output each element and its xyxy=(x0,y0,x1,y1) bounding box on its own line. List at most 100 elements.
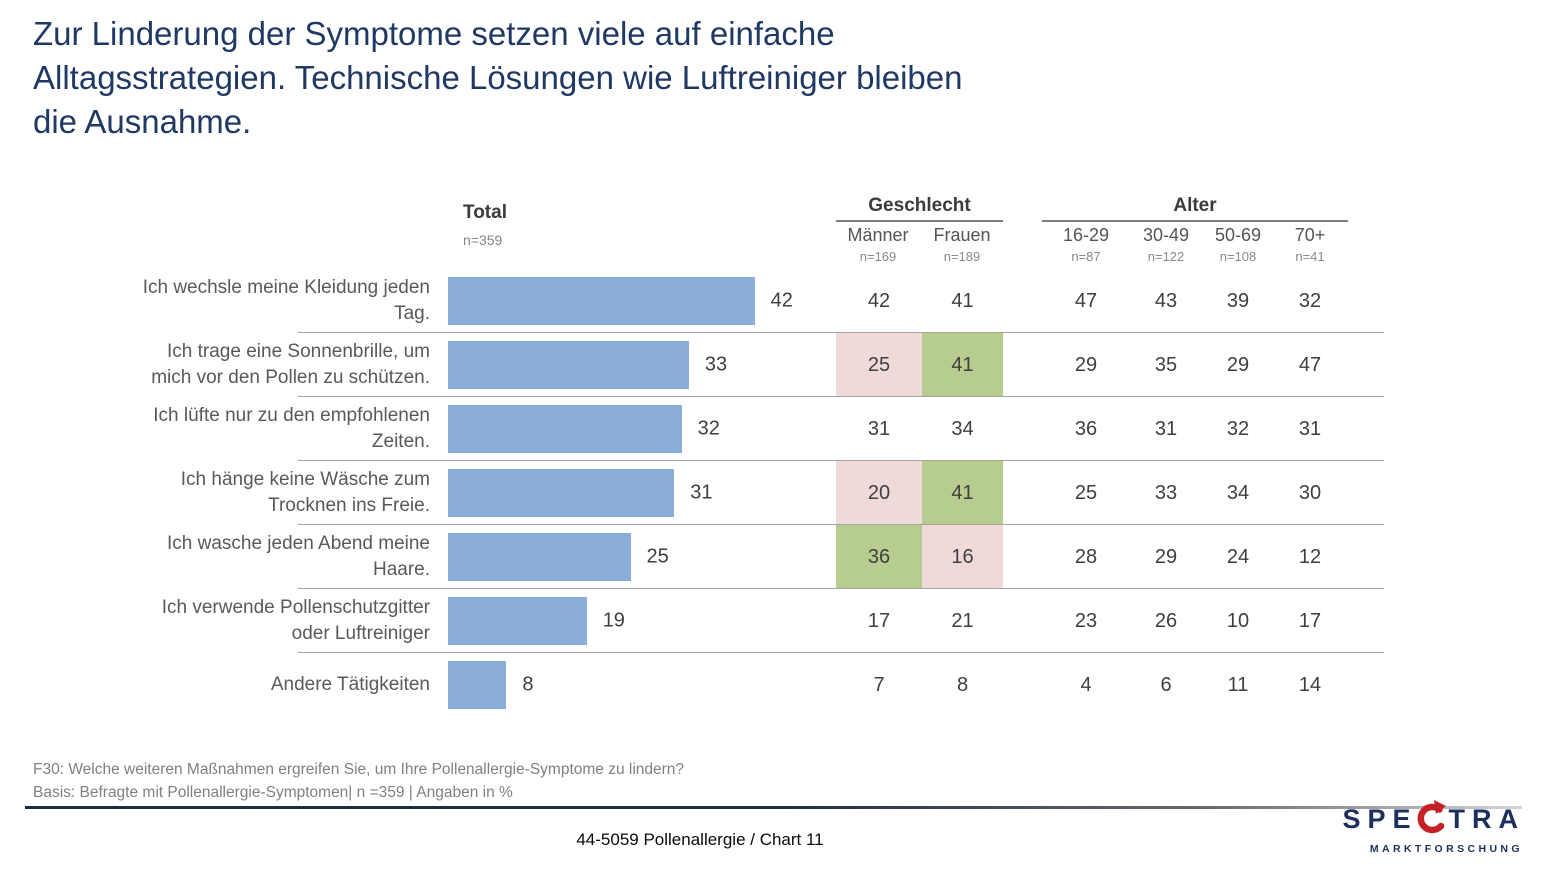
footer-chart-reference: 44-5059 Pollenallergie / Chart 11 xyxy=(576,830,824,849)
cell-frauen: 41 xyxy=(922,333,1003,397)
row-label: Ich verwende Pollenschutzgitter oder Luf… xyxy=(161,597,430,644)
cell-maenner: 17 xyxy=(867,609,891,632)
total-value: 33 xyxy=(704,353,728,376)
footer-divider-line xyxy=(25,806,1522,809)
cell-age-30-49: 35 xyxy=(1154,353,1178,376)
row-label: Andere Tätigkeiten xyxy=(270,674,430,696)
total-value: 42 xyxy=(770,289,793,312)
row-separator xyxy=(298,332,1384,333)
table-row: Ich trage eine Sonnenbrille, um mich vor… xyxy=(0,333,1547,397)
row-separator xyxy=(298,652,1384,653)
column-header-total-n: n=359 xyxy=(463,232,503,248)
cell-age-30-49: 29 xyxy=(1154,545,1178,568)
total-bar xyxy=(448,277,755,325)
spectra-wordmark: SPE TRA xyxy=(1342,799,1525,840)
cell-age-50-69: 24 xyxy=(1226,545,1250,568)
group-header-geschlecht: Geschlecht xyxy=(836,195,1003,222)
cell-frauen: 16 xyxy=(922,525,1003,589)
cell-age-16-29: 4 xyxy=(1080,673,1092,696)
cell-maenner: 42 xyxy=(867,289,891,312)
cell-age-50-69: 10 xyxy=(1226,609,1250,632)
column-header-age-30-49: 30-49 xyxy=(1142,225,1190,245)
cell-age-16-29: 25 xyxy=(1074,481,1098,504)
cell-age-70plus: 17 xyxy=(1298,609,1322,632)
cell-age-30-49: 31 xyxy=(1154,417,1178,440)
total-bar xyxy=(448,341,689,389)
total-value: 31 xyxy=(690,481,713,504)
row-separator xyxy=(298,396,1384,397)
cell-maenner: 36 xyxy=(836,525,922,589)
cell-maenner: 25 xyxy=(836,333,922,397)
group-header-alter: Alter xyxy=(1042,195,1348,222)
spectra-logo: SPE TRA MARKTFORSCHUNG xyxy=(1342,799,1525,855)
total-bar xyxy=(448,661,507,709)
table-row: Andere Tätigkeiten 8 7 8 4 6 11 14 xyxy=(0,653,1547,717)
column-header-frauen: Frauen xyxy=(933,225,991,245)
cell-age-30-49: 43 xyxy=(1154,289,1178,312)
cell-age-30-49: 6 xyxy=(1160,673,1172,696)
cell-age-50-69: 29 xyxy=(1226,353,1250,376)
table-row: Ich verwende Pollenschutzgitter oder Luf… xyxy=(0,589,1547,653)
column-header-age-50-69: 50-69 xyxy=(1214,225,1262,245)
row-label: Ich hänge keine Wäsche zum Trocknen ins … xyxy=(180,469,430,516)
table-row: Ich hänge keine Wäsche zum Trocknen ins … xyxy=(0,461,1547,525)
cell-frauen: 41 xyxy=(951,289,974,312)
spectra-c-arrow-icon xyxy=(1416,800,1446,841)
column-n-age-50-69: n=108 xyxy=(1219,249,1257,264)
cell-age-70plus: 30 xyxy=(1298,481,1322,504)
row-separator xyxy=(298,524,1384,525)
total-bar xyxy=(448,597,587,645)
total-bar xyxy=(448,405,682,453)
column-n-age-70plus: n=41 xyxy=(1295,249,1325,264)
cell-frauen: 34 xyxy=(951,417,974,440)
column-n-age-30-49: n=122 xyxy=(1147,249,1185,264)
logo-subtitle: MARKTFORSCHUNG xyxy=(1369,843,1523,855)
total-bar xyxy=(448,533,631,581)
row-separator xyxy=(298,588,1384,589)
cell-age-16-29: 29 xyxy=(1074,353,1098,376)
column-header-age-16-29: 16-29 xyxy=(1062,225,1110,245)
logo-text-spe: SPE xyxy=(1342,804,1418,834)
cell-age-70plus: 47 xyxy=(1298,353,1322,376)
table-row: Ich wasche jeden Abend meine Haare. 25 3… xyxy=(0,525,1547,589)
column-header-maenner: Männer xyxy=(847,225,909,245)
column-n-age-16-29: n=87 xyxy=(1071,249,1101,264)
cell-age-30-49: 33 xyxy=(1154,481,1178,504)
column-n-frauen: n=189 xyxy=(943,249,981,264)
row-label: Ich trage eine Sonnenbrille, um mich vor… xyxy=(151,341,430,388)
cell-frauen: 41 xyxy=(922,461,1003,525)
table-row: Ich wechsle meine Kleidung jeden Tag. 42… xyxy=(0,269,1547,333)
cell-maenner: 7 xyxy=(873,673,885,696)
cell-age-70plus: 14 xyxy=(1298,673,1322,696)
cell-age-16-29: 28 xyxy=(1074,545,1098,568)
cell-maenner: 20 xyxy=(836,461,922,525)
cell-age-50-69: 32 xyxy=(1226,417,1250,440)
total-value: 8 xyxy=(522,673,534,696)
cell-age-50-69: 39 xyxy=(1226,289,1250,312)
cell-age-30-49: 26 xyxy=(1154,609,1178,632)
cell-age-50-69: 34 xyxy=(1226,481,1250,504)
column-header-age-70plus: 70+ xyxy=(1294,225,1326,245)
cell-maenner: 31 xyxy=(867,417,891,440)
page-title: Zur Linderung der Symptome setzen viele … xyxy=(33,15,963,140)
cell-frauen: 8 xyxy=(956,673,969,696)
cell-age-70plus: 31 xyxy=(1298,417,1322,440)
footnote: F30: Welche weiteren Maßnahmen ergreifen… xyxy=(33,761,685,802)
column-n-maenner: n=169 xyxy=(859,249,897,264)
row-label: Ich lüfte nur zu den empfohlenen Zeiten. xyxy=(153,405,430,452)
table-row: Ich lüfte nur zu den empfohlenen Zeiten.… xyxy=(0,397,1547,461)
total-value: 19 xyxy=(602,609,625,632)
cell-age-16-29: 36 xyxy=(1074,417,1098,440)
row-label: Ich wasche jeden Abend meine Haare. xyxy=(166,533,430,580)
cell-age-70plus: 32 xyxy=(1298,289,1322,312)
total-value: 32 xyxy=(697,417,720,440)
column-header-total: Total xyxy=(463,202,507,223)
logo-text-tra: TRA xyxy=(1448,804,1525,834)
total-bar xyxy=(448,469,675,517)
cell-age-70plus: 12 xyxy=(1298,545,1322,568)
total-value: 25 xyxy=(646,545,669,568)
chart-rows: Ich wechsle meine Kleidung jeden Tag. 42… xyxy=(0,269,1547,717)
row-label: Ich wechsle meine Kleidung jeden Tag. xyxy=(142,277,430,324)
cell-age-50-69: 11 xyxy=(1227,673,1249,696)
